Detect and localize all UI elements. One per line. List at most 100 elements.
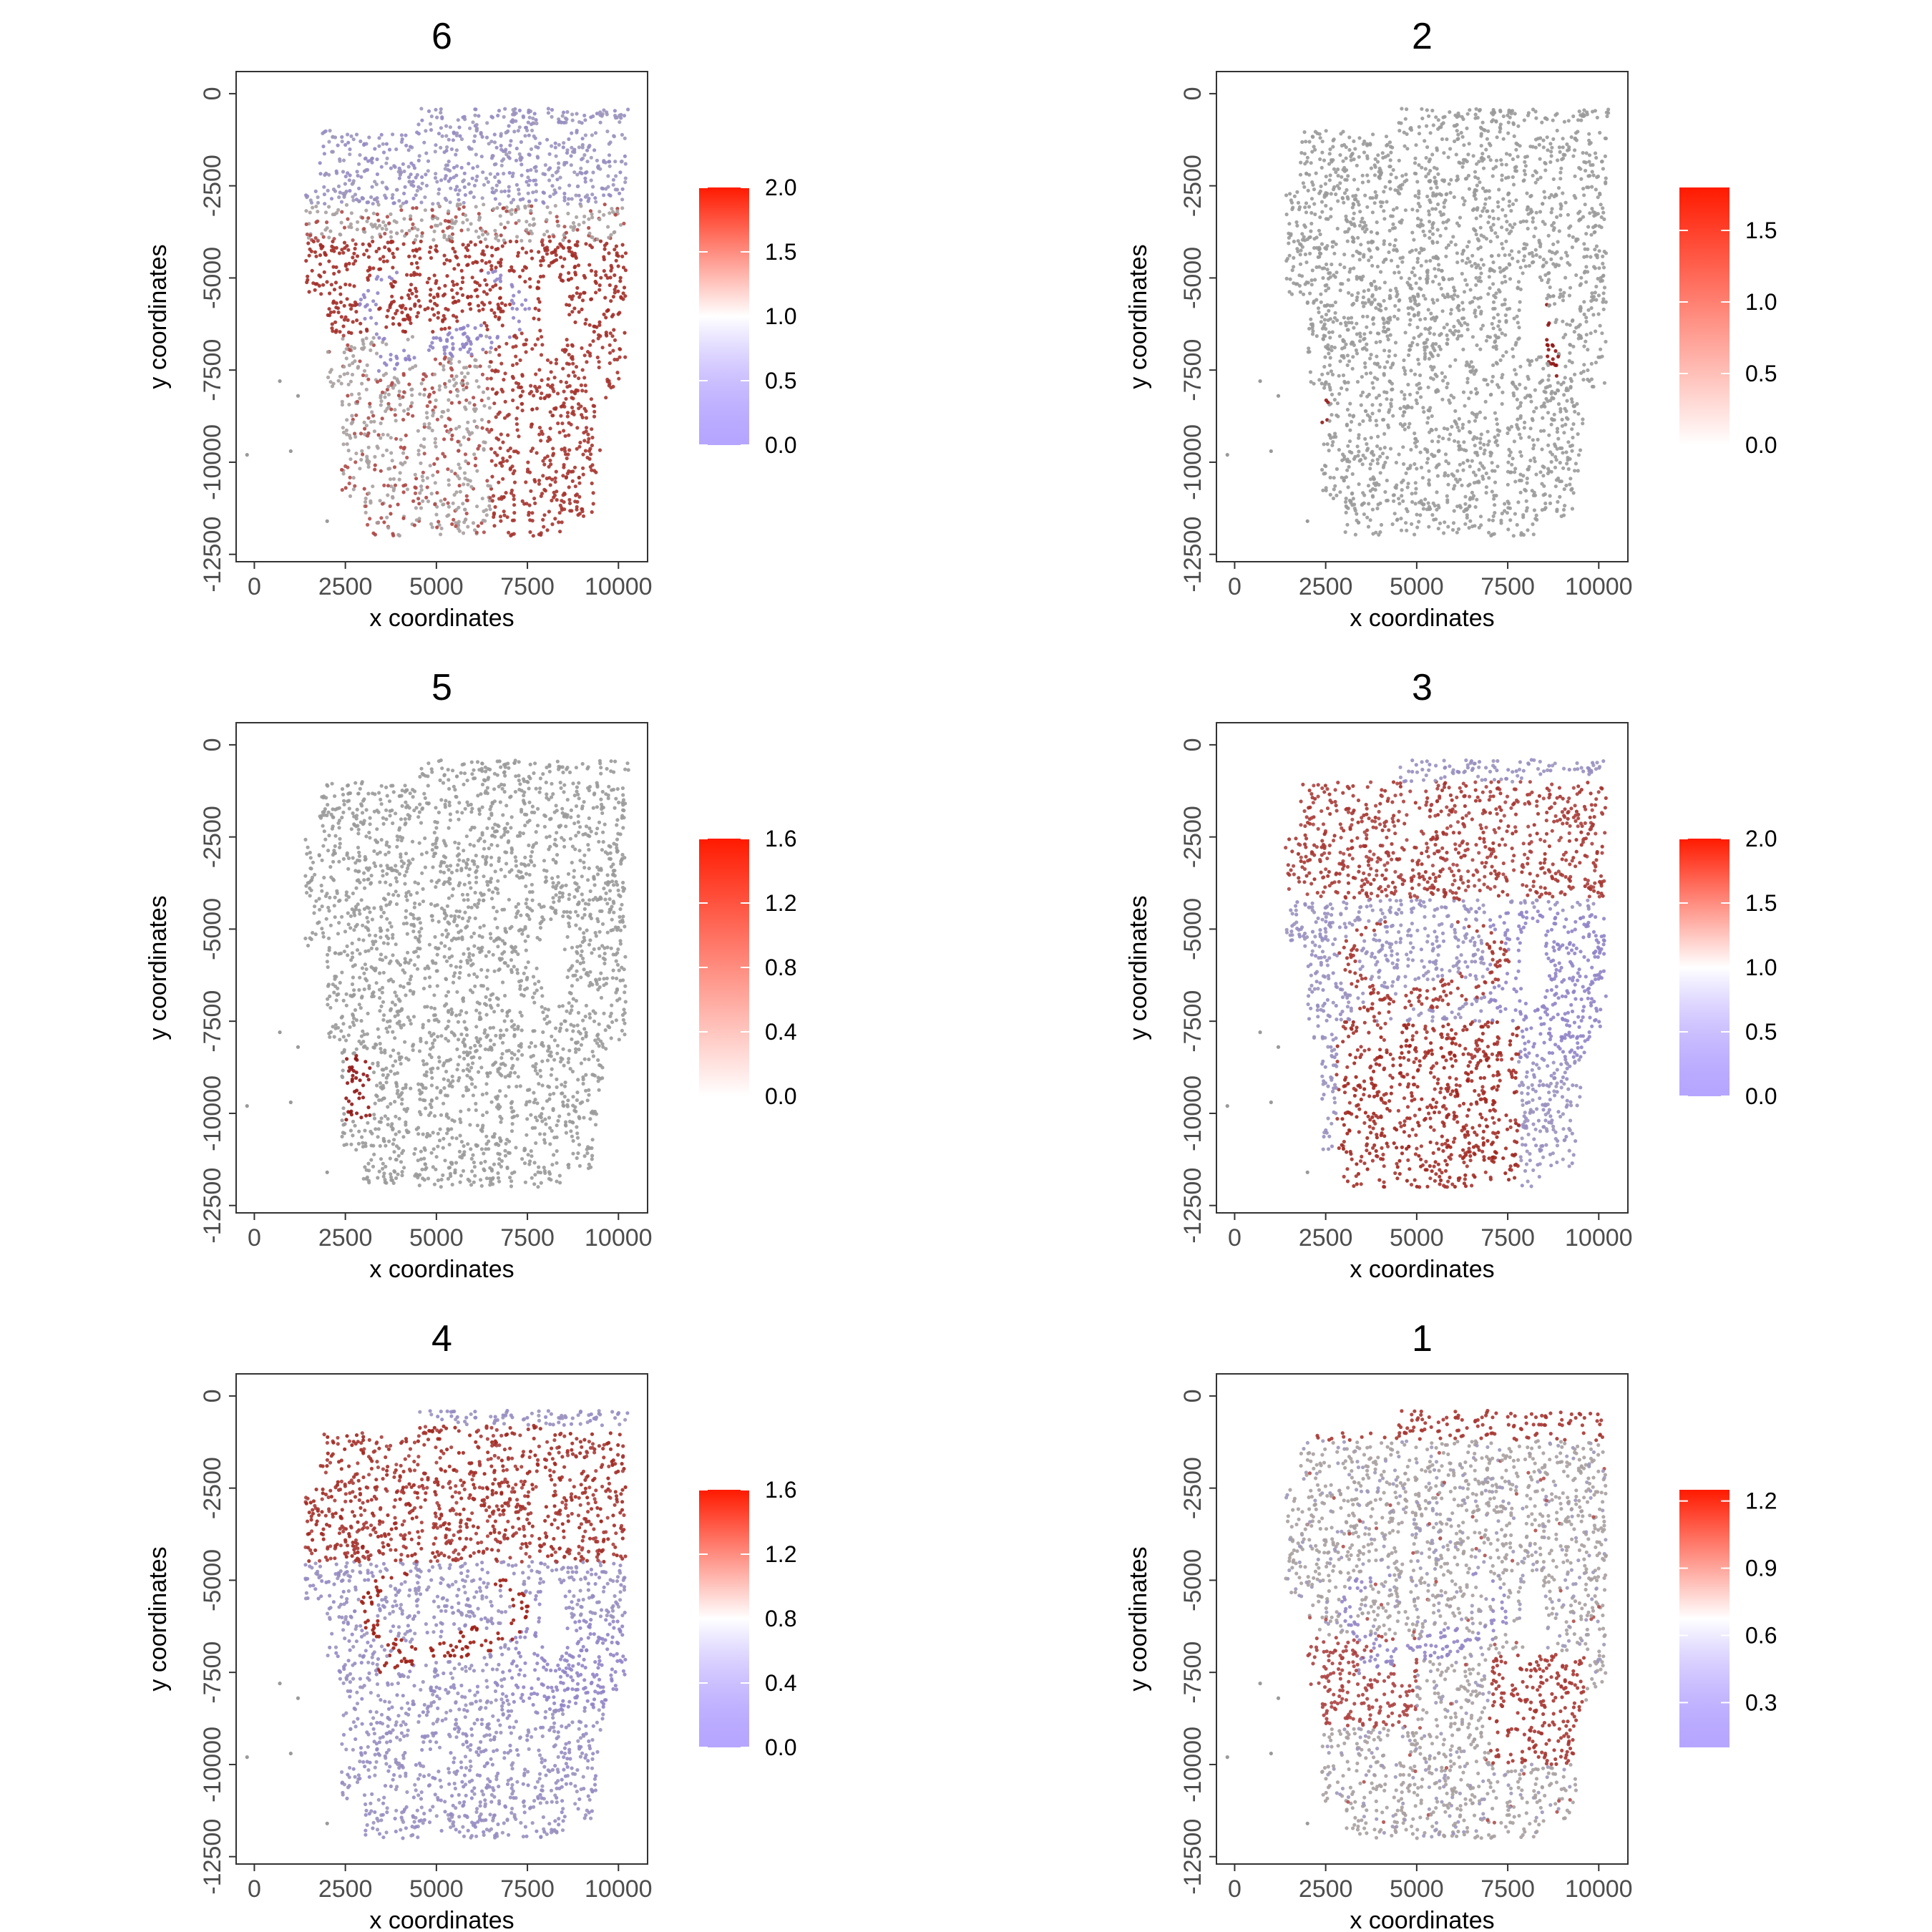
data-point	[1338, 181, 1342, 185]
data-point	[481, 347, 485, 351]
data-point	[447, 326, 452, 330]
legend-tick-label: 0.0	[765, 432, 796, 458]
data-point	[563, 449, 567, 454]
data-point	[1393, 353, 1397, 358]
data-point	[387, 221, 391, 225]
data-point	[505, 130, 509, 135]
data-point	[1533, 388, 1537, 392]
data-point	[385, 515, 389, 519]
data-point	[441, 502, 446, 507]
data-point	[1478, 107, 1482, 112]
data-point	[401, 201, 406, 205]
data-point	[560, 447, 564, 452]
data-point	[622, 114, 627, 118]
data-point	[451, 246, 455, 250]
data-point	[1566, 148, 1570, 152]
data-point	[1356, 200, 1360, 204]
data-point	[1429, 364, 1433, 369]
data-point	[1438, 210, 1443, 214]
data-point	[1558, 177, 1563, 181]
data-point	[441, 229, 445, 233]
data-point	[1378, 530, 1382, 535]
data-point	[1423, 297, 1428, 301]
data-point	[358, 321, 363, 326]
data-point	[1416, 311, 1421, 315]
data-point	[1517, 250, 1521, 254]
data-point	[362, 420, 366, 425]
data-point	[607, 142, 611, 146]
data-point	[1486, 155, 1491, 159]
data-point	[475, 337, 479, 341]
data-point	[419, 506, 424, 510]
data-point	[1311, 135, 1315, 139]
data-point	[1527, 464, 1531, 469]
data-point	[389, 230, 394, 234]
data-point	[381, 340, 385, 344]
data-point	[459, 165, 464, 170]
data-point	[1378, 454, 1382, 459]
data-point	[1409, 369, 1413, 373]
data-point	[1342, 316, 1346, 320]
data-point	[1560, 157, 1564, 162]
data-point	[585, 360, 589, 364]
data-point	[1436, 202, 1440, 207]
data-point	[346, 318, 350, 322]
data-point	[530, 128, 535, 132]
data-point	[583, 321, 587, 326]
data-point	[511, 363, 515, 367]
data-point	[490, 253, 494, 258]
data-point	[623, 331, 627, 335]
data-point	[1455, 336, 1460, 341]
data-point	[1491, 518, 1495, 522]
data-point	[1357, 223, 1362, 228]
data-point	[351, 320, 355, 324]
data-point	[576, 184, 580, 188]
data-point	[583, 180, 587, 184]
data-point	[354, 310, 358, 314]
data-point	[416, 132, 421, 136]
data-point	[535, 451, 539, 455]
data-point	[409, 161, 414, 165]
data-point	[1385, 478, 1389, 483]
data-point	[363, 426, 367, 431]
data-point	[587, 263, 592, 267]
data-point	[313, 250, 318, 254]
data-point	[449, 427, 453, 432]
data-point	[439, 414, 444, 419]
data-point	[470, 275, 474, 280]
data-point	[472, 139, 477, 144]
data-point	[523, 280, 527, 284]
data-point	[338, 374, 342, 379]
data-point	[464, 512, 469, 516]
data-point	[502, 114, 506, 119]
data-point	[1333, 300, 1337, 305]
data-point	[1504, 176, 1508, 180]
data-point	[333, 320, 338, 324]
data-point	[1579, 275, 1584, 280]
data-point	[414, 206, 419, 210]
data-point	[1543, 168, 1548, 172]
data-point	[1433, 454, 1437, 458]
data-point	[532, 394, 536, 398]
data-point	[1410, 270, 1414, 275]
data-point	[1551, 262, 1556, 266]
data-point	[1534, 253, 1538, 257]
data-point	[471, 120, 475, 125]
data-point	[1525, 481, 1529, 485]
data-point	[1368, 518, 1372, 522]
data-point	[537, 482, 542, 486]
data-point	[392, 201, 396, 205]
data-point	[1553, 442, 1557, 447]
data-point	[1417, 189, 1421, 193]
data-point	[1483, 197, 1488, 201]
data-point	[497, 109, 502, 113]
data-point	[1491, 174, 1495, 178]
data-point	[1584, 319, 1589, 324]
data-point	[574, 493, 578, 498]
data-point	[497, 345, 502, 349]
data-point	[1335, 318, 1340, 323]
data-point	[598, 239, 603, 243]
data-point	[360, 381, 364, 386]
data-point	[507, 530, 511, 535]
data-point	[482, 182, 487, 187]
